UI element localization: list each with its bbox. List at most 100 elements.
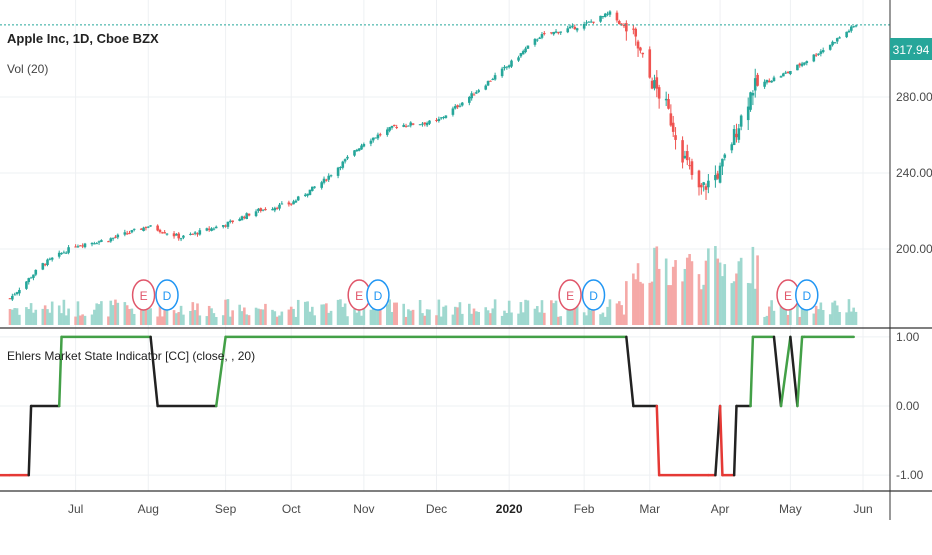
candle-body xyxy=(355,149,359,152)
volume-bar xyxy=(622,314,626,325)
candle-body xyxy=(165,233,169,235)
volume-bar xyxy=(854,311,858,325)
event-marker-label: D xyxy=(163,289,172,303)
candle-body xyxy=(805,61,809,64)
volume-bar xyxy=(254,307,258,325)
volume-bar xyxy=(329,310,333,325)
volume-bar xyxy=(196,303,199,325)
candle-body xyxy=(254,211,258,217)
volume-bar xyxy=(339,299,342,325)
candle-body xyxy=(566,28,570,33)
volume-bar xyxy=(374,305,377,325)
candle-body xyxy=(486,81,490,86)
volume-bar xyxy=(718,262,722,325)
candle-body xyxy=(114,236,117,238)
volume-bar xyxy=(32,312,35,325)
volume-bar xyxy=(371,307,375,325)
dividend-marker[interactable] xyxy=(155,279,179,311)
candle-body xyxy=(93,243,96,245)
market-state-segment xyxy=(718,404,724,477)
candle-body xyxy=(477,90,480,92)
candle-body xyxy=(275,207,279,209)
dividend-marker[interactable] xyxy=(795,279,819,311)
volume-bar xyxy=(472,308,476,325)
candle-body xyxy=(224,225,227,227)
volume-bar xyxy=(721,276,724,325)
candle-body xyxy=(756,74,759,86)
price-tick-label: 240.00 xyxy=(896,166,932,180)
volume-bar xyxy=(165,308,169,325)
candle-body xyxy=(484,85,488,90)
candle-body xyxy=(339,167,342,169)
candle-body xyxy=(95,243,99,245)
volume-bar xyxy=(15,308,19,325)
candle-body xyxy=(325,179,328,181)
volume-bar xyxy=(34,309,38,325)
volume-bar xyxy=(550,300,553,325)
volume-label[interactable]: Vol (20) xyxy=(7,62,48,76)
candle-body xyxy=(189,233,192,235)
dividend-marker[interactable] xyxy=(581,279,606,311)
volume-bar xyxy=(390,311,394,325)
indicator-label[interactable]: Ehlers Market State Indicator [CC] (clos… xyxy=(7,349,255,363)
candle-body xyxy=(664,98,668,101)
volume-bar xyxy=(620,305,623,325)
candle-body xyxy=(238,219,241,221)
candle-body xyxy=(296,196,300,201)
candle-body xyxy=(161,232,164,234)
volume-bar xyxy=(700,289,703,325)
candle-body xyxy=(273,207,277,211)
volume-bar xyxy=(48,312,52,325)
candle-body xyxy=(683,155,687,159)
candle-body xyxy=(374,137,377,139)
candle-body xyxy=(681,140,684,163)
candle-body xyxy=(83,243,87,248)
candle-body xyxy=(833,42,837,44)
candle-body xyxy=(271,209,274,211)
candle-body xyxy=(289,203,293,205)
volume-bar xyxy=(247,315,251,325)
volume-bar xyxy=(716,258,720,325)
volume-bar xyxy=(753,288,757,325)
candle-body xyxy=(303,194,307,196)
volume-bar xyxy=(489,313,492,325)
candle-body xyxy=(132,228,136,230)
candle-body xyxy=(418,124,422,126)
volume-bar xyxy=(355,312,359,325)
volume-bar xyxy=(79,315,82,325)
candle-body xyxy=(388,127,391,131)
candle-body xyxy=(423,122,427,125)
volume-bar xyxy=(552,303,555,325)
candle-body xyxy=(753,78,757,91)
candle-body xyxy=(798,63,802,66)
volume-bar xyxy=(43,305,47,325)
volume-bar xyxy=(845,312,848,325)
earnings-marker[interactable] xyxy=(558,279,582,311)
volume-bar xyxy=(311,306,314,325)
candle-body xyxy=(320,182,323,188)
volume-bar xyxy=(280,311,284,325)
candle-body xyxy=(817,53,820,55)
volume-bar xyxy=(538,312,541,325)
market-state-segment xyxy=(779,335,792,408)
dividend-marker[interactable] xyxy=(366,279,390,311)
volume-bar xyxy=(524,299,527,325)
volume-bar xyxy=(451,314,455,325)
symbol-title[interactable]: Apple Inc, 1D, Cboe BZX xyxy=(7,31,159,46)
candle-body xyxy=(475,92,478,94)
candle-body xyxy=(128,232,131,234)
candle-body xyxy=(341,161,345,168)
candle-body xyxy=(353,150,356,156)
volume-bar xyxy=(395,302,398,325)
volume-bar xyxy=(435,315,438,325)
volume-bar xyxy=(320,304,323,325)
volume-bar xyxy=(500,315,504,325)
volume-bar xyxy=(357,308,361,325)
time-tick-label: Apr xyxy=(711,502,730,516)
volume-bar xyxy=(407,309,410,325)
earnings-marker[interactable] xyxy=(131,279,156,311)
candle-body xyxy=(821,50,825,53)
volume-bar xyxy=(674,260,677,325)
candle-body xyxy=(212,228,216,230)
